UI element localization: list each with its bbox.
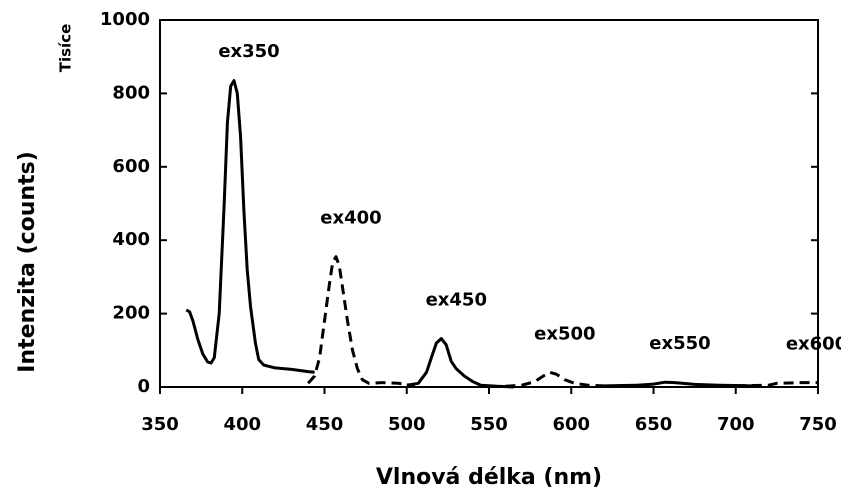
series-label: ex350 [218, 41, 279, 62]
x-tick-label: 350 [141, 414, 179, 435]
x-axis-title: Vlnová délka (nm) [376, 465, 602, 490]
plot-frame [159, 19, 819, 388]
y-axis-title: Intenzita (counts) [15, 151, 40, 373]
y-tick-label: 200 [112, 303, 150, 324]
series-line [185, 79, 315, 374]
x-tick-label: 550 [470, 414, 508, 435]
series-label: ex400 [320, 208, 381, 229]
y-tick-label: 400 [112, 229, 150, 250]
series-line [604, 380, 753, 388]
series-label: ex450 [426, 290, 487, 311]
series-line [735, 381, 818, 388]
x-tick-label: 450 [306, 414, 344, 435]
x-tick-label: 400 [223, 414, 261, 435]
series-label: ex500 [534, 323, 595, 344]
y-unit-label: Tisíce [57, 24, 75, 73]
series-label: ex600 [786, 334, 841, 355]
x-tick-label: 700 [717, 414, 755, 435]
x-tick-label: 650 [635, 414, 673, 435]
series-line [505, 370, 605, 388]
series-label: ex550 [649, 333, 710, 354]
series-line [406, 337, 514, 389]
y-tick-label: 1000 [100, 9, 150, 30]
series-line [306, 255, 416, 388]
x-tick-label: 750 [799, 414, 837, 435]
x-tick-label: 500 [388, 414, 426, 435]
y-tick-label: 0 [137, 376, 150, 397]
y-tick-label: 800 [112, 82, 150, 103]
y-tick-label: 600 [112, 156, 150, 177]
x-tick-label: 600 [552, 414, 590, 435]
